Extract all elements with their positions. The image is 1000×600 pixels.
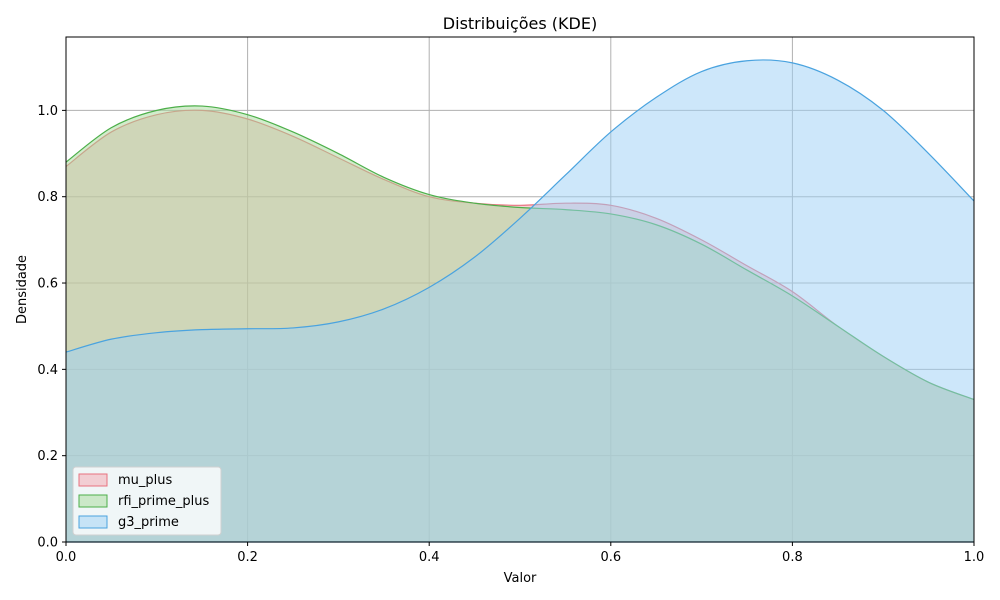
legend: mu_plus rfi_prime_plus g3_prime: [72, 466, 222, 536]
legend-swatch-rfi_prime_plus: [78, 494, 108, 508]
series-areas: [65, 59, 975, 543]
legend-swatch-mu_plus: [78, 473, 108, 487]
x-tick-label: 0.6: [600, 550, 621, 565]
x-tick-label: 0.0: [56, 550, 77, 565]
x-axis-title: Valor: [504, 571, 537, 586]
area-g3_prime: [66, 59, 974, 543]
y-tick-label: 0.4: [37, 363, 58, 378]
y-axis-title: Densidade: [15, 255, 30, 324]
x-axis: 0.0 0.2 0.4 0.6 0.8 1.0: [56, 542, 985, 565]
x-tick-label: 0.2: [237, 550, 258, 565]
y-axis: 0.0 0.2 0.4 0.6 0.8 1.0: [37, 104, 66, 551]
y-tick-label: 0.0: [37, 536, 58, 551]
y-tick-label: 1.0: [37, 104, 58, 119]
line-g3_prime: [65, 59, 975, 353]
plot-frame: [65, 36, 975, 543]
x-tick-label: 1.0: [964, 550, 985, 565]
y-tick-label: 0.2: [37, 449, 58, 464]
legend-label-rfi_prime_plus: rfi_prime_plus: [118, 494, 210, 509]
legend-swatch-g3_prime: [78, 515, 108, 529]
x-tick-label: 0.8: [782, 550, 803, 565]
legend-label-mu_plus: mu_plus: [118, 473, 173, 488]
y-tick-label: 0.6: [37, 277, 58, 292]
x-tick-label: 0.4: [419, 550, 440, 565]
legend-box: [72, 466, 222, 536]
y-tick-label: 0.8: [37, 190, 58, 205]
legend-label-g3_prime: g3_prime: [118, 515, 179, 530]
chart-title: Distribuições (KDE): [443, 14, 597, 33]
